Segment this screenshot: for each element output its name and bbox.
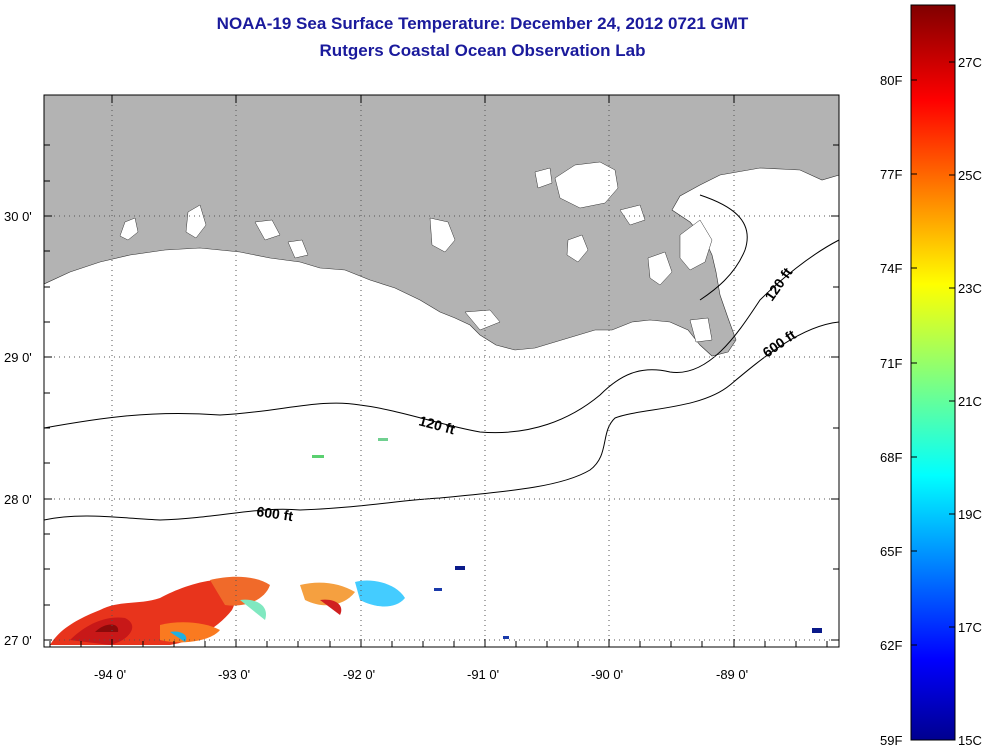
colorbar-ticks [911, 61, 955, 646]
colorbar-c-label: 21C [958, 394, 982, 409]
colorbar-f-label: 74F [880, 261, 903, 276]
lon-label-91: -91 0' [467, 667, 500, 682]
map-subtitle: Rutgers Coastal Ocean Observation Lab [319, 41, 646, 60]
colorbar-c-label: 27C [958, 55, 982, 70]
lon-label-94: -94 0' [94, 667, 127, 682]
lon-label-89: -89 0' [716, 667, 749, 682]
map-title: NOAA-19 Sea Surface Temperature: Decembe… [216, 14, 749, 33]
lakes [119, 161, 713, 343]
colorbar-f-label: 80F [880, 73, 903, 88]
isobaths [44, 194, 839, 521]
colorbar-c-label: 23C [958, 281, 982, 296]
colorbar-f-label: 62F [880, 638, 903, 653]
colorbar-c-label: 15C [958, 733, 982, 748]
colorbar-c-label: 17C [958, 620, 982, 635]
colorbar-gradient [910, 4, 956, 741]
colorbar-f-label: 71F [880, 356, 903, 371]
colorbar-c-label: 19C [958, 507, 982, 522]
map-frame [43, 94, 840, 648]
colorbar-f-label: 59F [880, 733, 903, 748]
lon-label-93: -93 0' [218, 667, 251, 682]
lon-label-92: -92 0' [343, 667, 376, 682]
colorbar-c-label: 25C [958, 168, 982, 183]
sst-data-patches [50, 438, 822, 645]
graticule [44, 95, 839, 647]
colorbar-f-label: 68F [880, 450, 903, 465]
isobath-label-600-west: 600 ft [256, 503, 295, 524]
lat-label-28: 28 0' [4, 492, 32, 507]
colorbar-f-label: 77F [880, 167, 903, 182]
lat-label-29: 29 0' [4, 350, 32, 365]
colorbar-f-label: 65F [880, 544, 903, 559]
lat-label-30: 30 0' [4, 209, 32, 224]
lon-label-90: -90 0' [591, 667, 624, 682]
lat-label-27: 27 0' [4, 633, 32, 648]
axis-ticks [44, 95, 839, 647]
